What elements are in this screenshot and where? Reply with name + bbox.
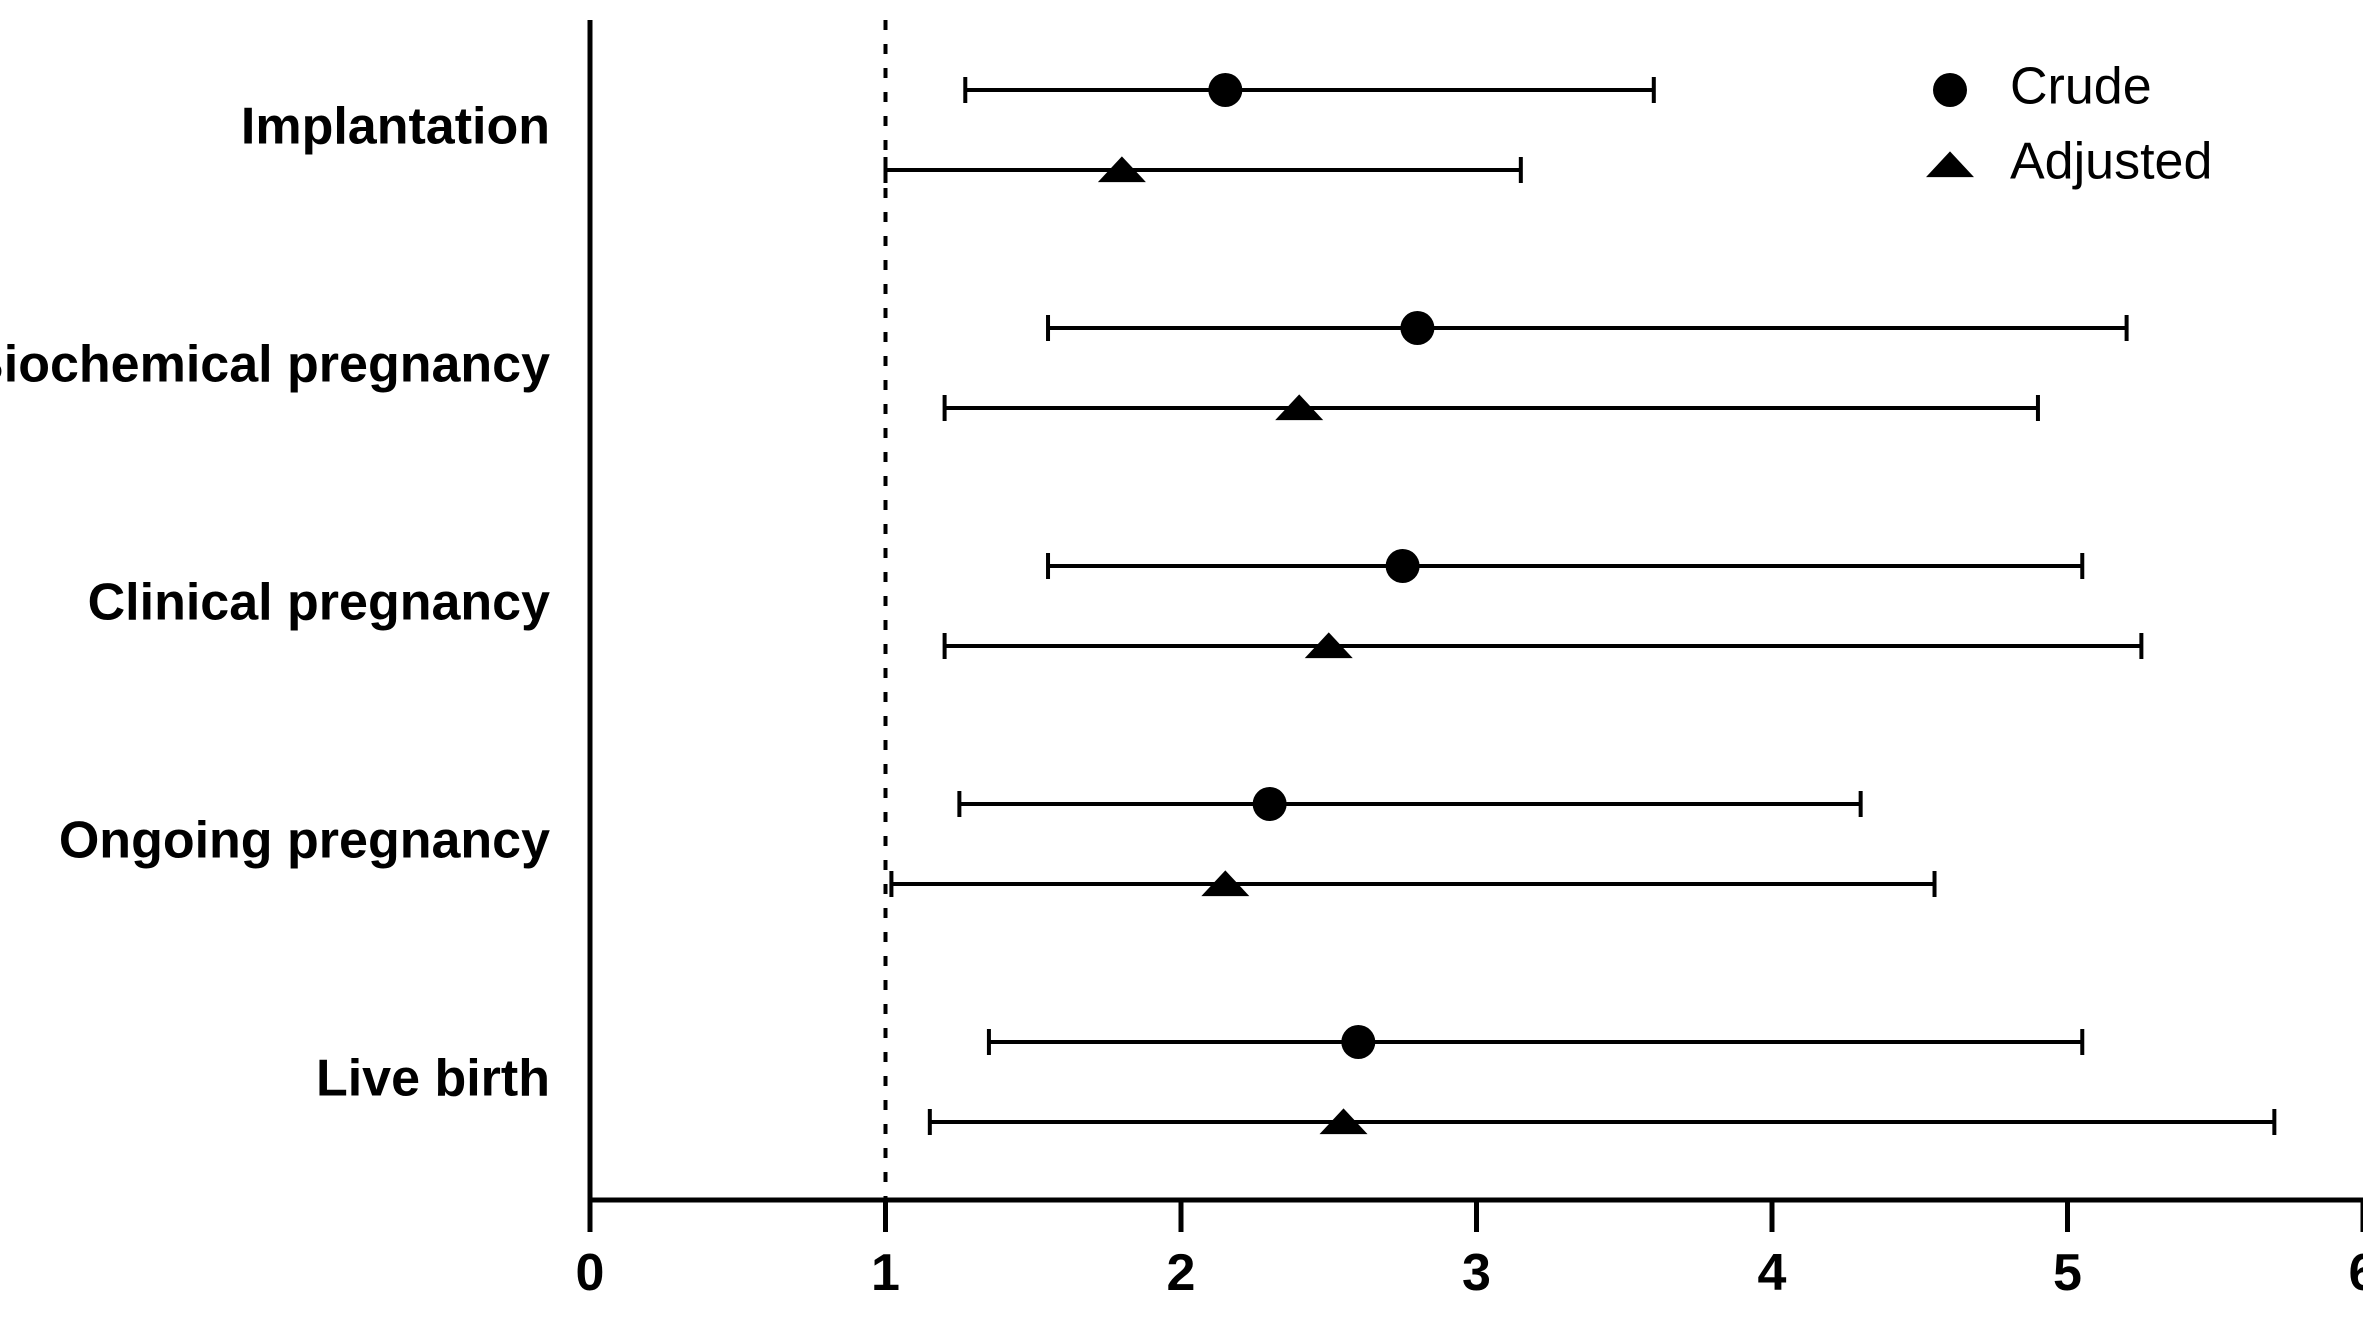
x-tick-label: 1 <box>871 1244 900 1302</box>
forest-plot: Implantation Biochemical pregnancy Clinica… <box>0 0 2363 1322</box>
category-label: Live birth <box>316 1050 550 1108</box>
x-tick-label: 6 <box>2349 1244 2363 1302</box>
x-tick-label: 4 <box>1758 1244 1787 1302</box>
x-tick-label: 5 <box>2053 1244 2082 1302</box>
x-tick-label: 3 <box>1462 1244 1491 1302</box>
legend-label: Crude <box>2010 58 2152 116</box>
chart-svg: Implantation Biochemical pregnancy Clinica… <box>0 0 2363 1322</box>
category-label: Clinical pregnancy <box>88 574 550 632</box>
legend-label: Adjusted <box>2010 133 2212 191</box>
category-label: Implantation <box>241 98 550 156</box>
category-label: Biochemical pregnancy <box>0 336 550 394</box>
category-label: Ongoing pregnancy <box>59 812 550 870</box>
x-tick-label: 2 <box>1167 1244 1196 1302</box>
x-tick-label: 0 <box>576 1244 605 1302</box>
